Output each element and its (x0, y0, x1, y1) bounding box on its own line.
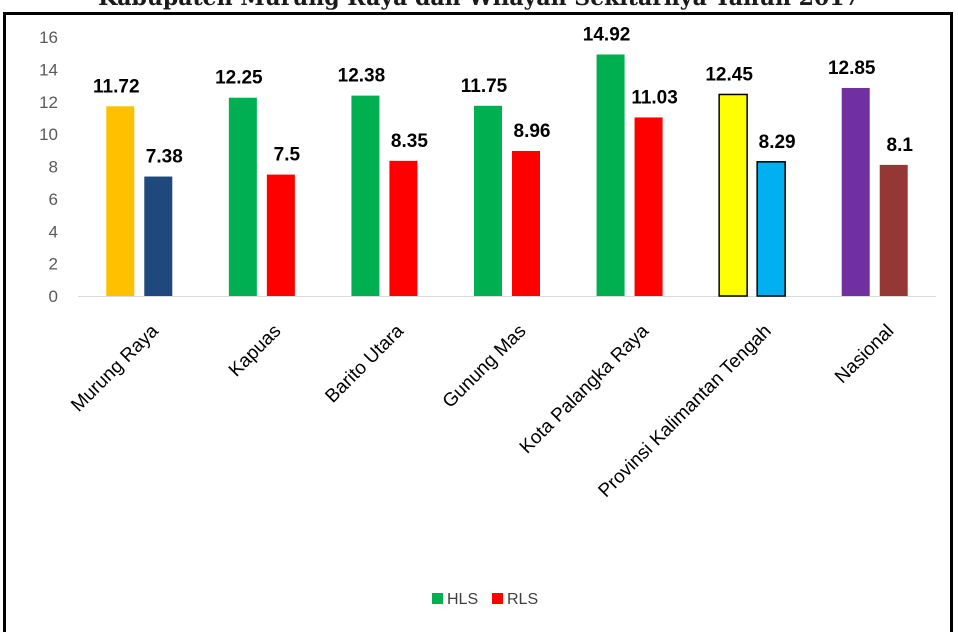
bar-rls (512, 150, 540, 296)
x-tick-label: Murung Raya (67, 320, 163, 416)
bar-hls (474, 105, 502, 296)
bar-hls (596, 54, 625, 296)
y-tick-label: 14 (39, 60, 58, 79)
bar-hls (228, 97, 257, 296)
bar-hls (351, 95, 380, 296)
data-label: 12.45 (705, 64, 753, 85)
data-label: 7.38 (146, 147, 183, 168)
bar-rls (879, 164, 908, 296)
chart-title: Kabupaten Murung Raya dan Wilayah Sekita… (0, 0, 958, 10)
x-tick-label: Kota Palangka Raya (516, 320, 654, 458)
legend-swatch (432, 593, 443, 604)
data-label: 11.75 (461, 76, 508, 97)
data-label: 11.03 (631, 87, 678, 108)
data-label: 12.25 (215, 68, 263, 89)
y-tick-label: 2 (49, 255, 58, 274)
data-label: 7.5 (274, 145, 301, 166)
y-tick-label: 10 (39, 125, 58, 144)
data-label: 8.96 (514, 121, 551, 142)
bar-hls (841, 87, 870, 296)
data-label: 14.92 (583, 24, 631, 45)
y-tick-label: 6 (49, 190, 58, 209)
bar-hls (718, 93, 748, 297)
x-tick-label: Nasional (831, 321, 898, 388)
y-tick-label: 16 (39, 28, 58, 47)
y-tick-label: 0 (49, 287, 58, 306)
data-labels: 11.72 7.38 12.25 7.5 12.38 8.35 11.75 8.96 14.92… (93, 24, 913, 167)
bar-rls (634, 117, 663, 296)
legend-label: RLS (507, 591, 538, 608)
legend-label: HLS (447, 591, 478, 608)
data-label: 8.1 (887, 135, 914, 156)
x-axis-labels: Murung Raya Kapuas Barito Utara Gunung MasK… (67, 320, 898, 501)
chart-frame (3, 12, 953, 632)
x-tick-label: Barito Utara (321, 320, 408, 407)
bars (106, 54, 908, 297)
bar-rls (266, 174, 295, 296)
x-tick-label: Gunung Mas (439, 321, 531, 413)
data-label: 12.38 (338, 66, 386, 87)
y-tick-label: 12 (39, 93, 58, 112)
bar-rls (144, 176, 173, 296)
data-label: 8.29 (759, 132, 796, 153)
data-label: 11.72 (93, 76, 140, 97)
legend: HLS RLS (432, 591, 538, 608)
legend-swatch (492, 593, 503, 604)
y-tick-label: 8 (49, 158, 58, 177)
x-tick-label: Kapuas (225, 321, 285, 381)
data-label: 8.35 (391, 131, 428, 152)
bar-rls (756, 161, 786, 297)
y-axis: 0 2 4 6 8 10 12 14 16 (39, 28, 58, 306)
data-label: 12.85 (828, 58, 876, 79)
y-tick-label: 4 (49, 222, 58, 241)
bar-rls (389, 160, 418, 296)
bar-hls (106, 106, 135, 296)
